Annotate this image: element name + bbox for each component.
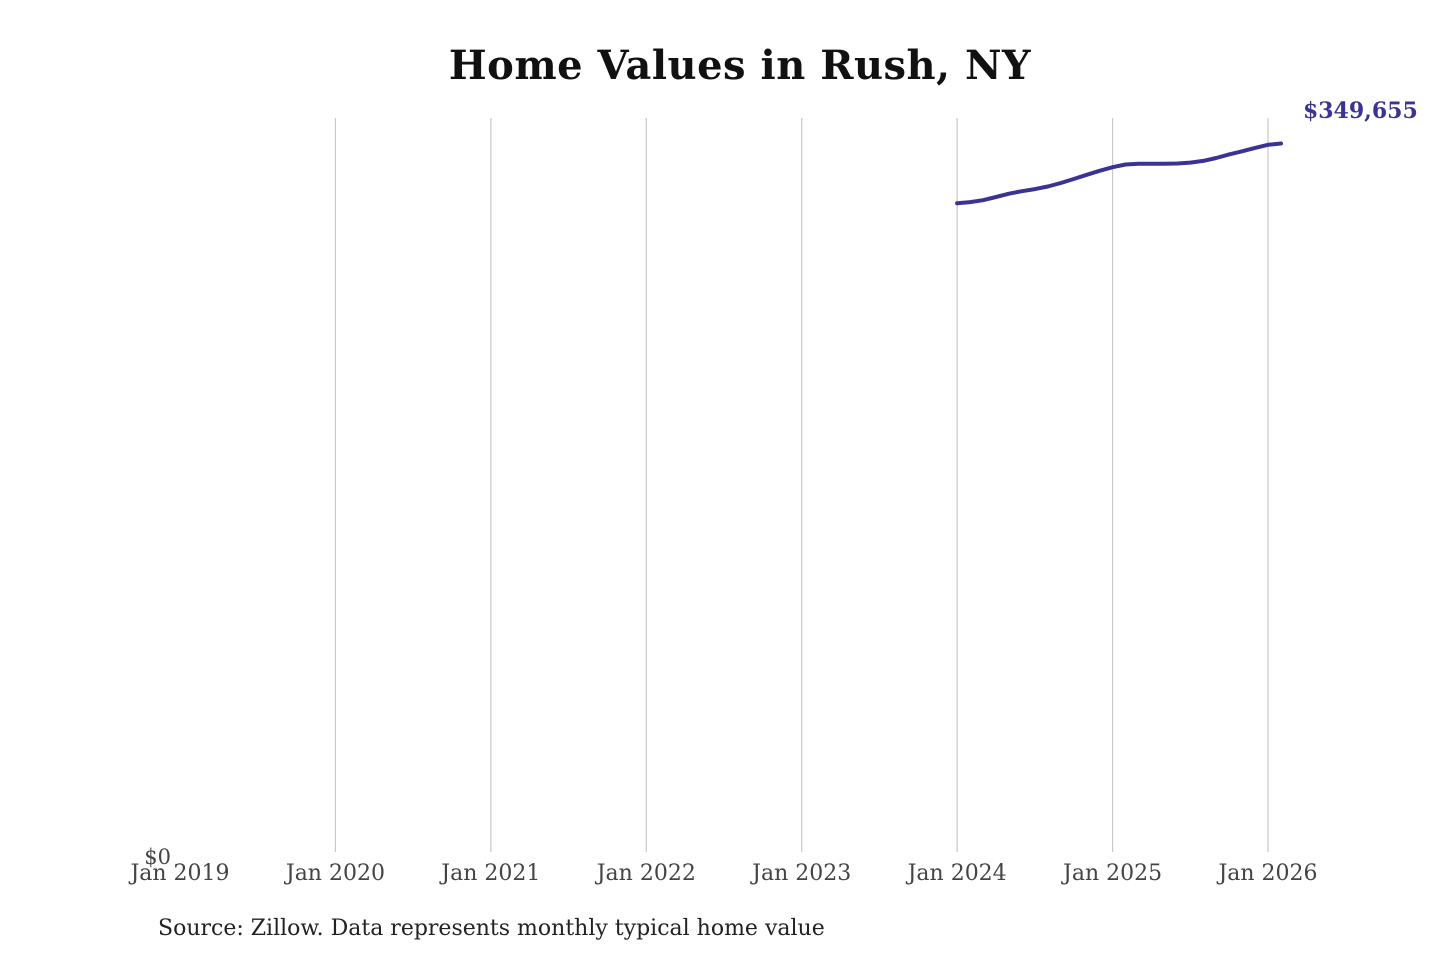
x-tick-label: Jan 2023 bbox=[750, 861, 851, 886]
x-tick-label: Jan 2020 bbox=[284, 861, 385, 886]
series-line bbox=[955, 141, 1283, 206]
x-tick-label: Jan 2025 bbox=[1061, 861, 1162, 886]
x-tick-label: Jan 2019 bbox=[128, 861, 229, 886]
y-tick-label: $0 bbox=[144, 845, 171, 869]
x-tick-label: Jan 2021 bbox=[439, 861, 540, 886]
x-tick-label: Jan 2026 bbox=[1216, 861, 1317, 886]
end-value-label: $349,655 bbox=[1303, 98, 1418, 124]
x-tick-label: Jan 2022 bbox=[595, 861, 696, 886]
source-note: Source: Zillow. Data represents monthly … bbox=[158, 916, 825, 941]
chart-title: Home Values in Rush, NY bbox=[448, 42, 1032, 89]
x-tick-label: Jan 2024 bbox=[906, 861, 1007, 886]
